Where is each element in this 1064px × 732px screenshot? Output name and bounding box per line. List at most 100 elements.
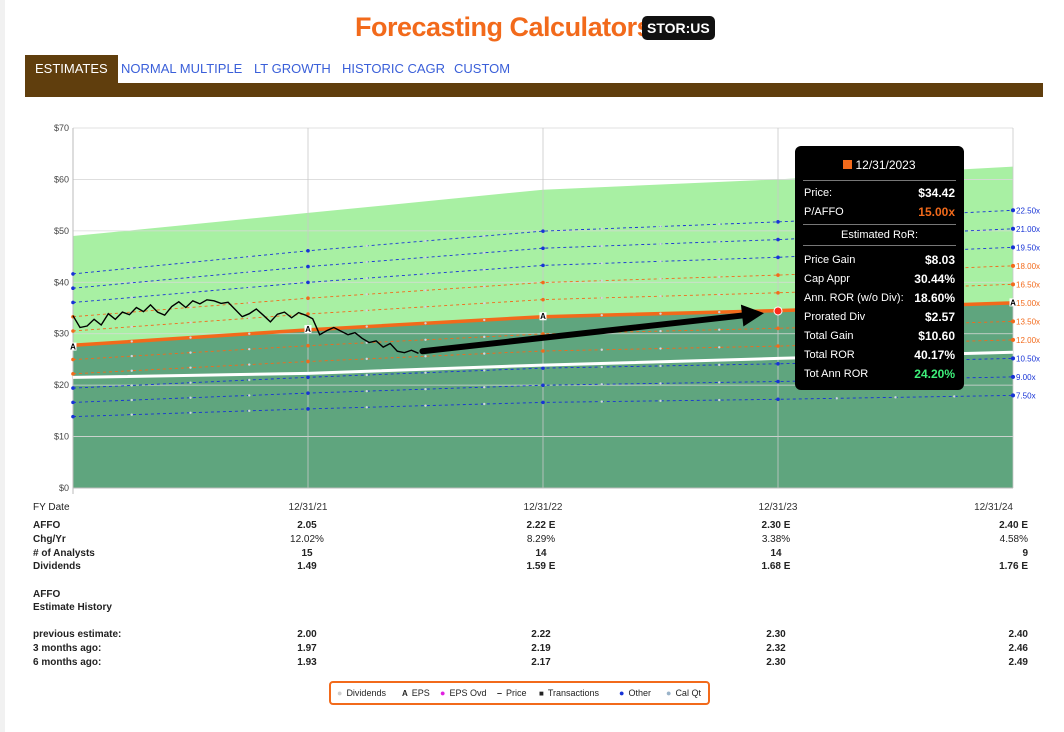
multiple-line-dot	[483, 318, 486, 322]
multiple-line-dot	[189, 276, 192, 279]
table-cell: 2.22	[531, 629, 551, 640]
multiple-line-dot	[776, 326, 780, 331]
multiple-line-end-dot	[1011, 263, 1015, 268]
header: Forecasting Calculators STOR:US	[0, 8, 1064, 44]
multiple-line-dot	[248, 347, 251, 351]
multiple-line-dot	[130, 325, 133, 328]
multiple-line-dot	[424, 322, 427, 325]
multiple-line-dot	[306, 264, 310, 269]
table-cell: 2.40 E	[999, 520, 1028, 531]
tab-estimates[interactable]: ESTIMATES	[25, 55, 118, 83]
tab-custom[interactable]: CUSTOM	[454, 61, 511, 76]
multiple-line-dot	[600, 227, 603, 230]
multiple-line-dot	[718, 222, 721, 226]
multiple-line-dot	[130, 398, 133, 402]
multiple-line-dot	[424, 239, 427, 243]
multiple-line-dot	[189, 396, 192, 399]
multiple-line-dot	[600, 244, 603, 248]
multiple-line-dot	[189, 366, 192, 369]
multiple-line-dot	[130, 266, 133, 270]
multiple-label: 10.50x	[1016, 354, 1040, 363]
table-cell: 15	[301, 548, 313, 559]
highlight-point	[773, 306, 783, 316]
multiple-line-dot	[600, 383, 603, 386]
x-tick-label: 12/31/24	[974, 502, 1013, 510]
multiple-line-19.5	[72, 246, 1014, 303]
multiple-label: 13.50x	[1016, 317, 1040, 326]
row-label: Dividends	[33, 561, 81, 572]
y-tick-label: $10	[54, 432, 69, 442]
tooltip-row: Prorated Div $2.57	[804, 310, 955, 324]
tooltip-row: Tot Ann ROR 24.20%	[804, 367, 955, 381]
trend-arrow-shaft	[419, 311, 758, 355]
legend-item-transactions[interactable]: ■ Transactions	[539, 688, 600, 698]
multiple-line-dot	[600, 400, 603, 403]
legend-item-price[interactable]: – Price	[497, 688, 527, 698]
multiple-line-dot	[306, 391, 310, 395]
multiple-line-dot	[306, 375, 310, 380]
multiple-line-dot	[541, 246, 545, 251]
table-cell: 1.49	[297, 561, 317, 572]
multiple-line-dot	[894, 396, 897, 399]
y-tick-label: $70	[54, 123, 69, 133]
legend-item-dividends[interactable]: ● Dividends	[337, 688, 386, 698]
table-cell: 2.40	[1008, 629, 1028, 640]
multiple-line-dot	[424, 355, 427, 358]
multiple-line-dot	[189, 306, 192, 309]
dot-icon: ●	[337, 688, 343, 698]
multiple-line-dot	[71, 386, 75, 390]
multiple-line-dot	[659, 347, 662, 350]
multiple-line-dot	[541, 383, 545, 388]
multiple-label: 12.00x	[1016, 336, 1040, 345]
tooltip-row: Total Gain $10.60	[804, 329, 955, 343]
eps-marker-bg	[304, 325, 312, 334]
tooltip-price-row: Price: $34.42	[804, 186, 955, 200]
tab-normal-multiple[interactable]: NORMAL MULTIPLE	[121, 61, 243, 76]
y-tick-label: $0	[59, 483, 69, 493]
multiple-line-dot	[71, 286, 75, 290]
multiple-line-dot	[365, 260, 368, 264]
tab-historic-cagr[interactable]: HISTORIC CAGR	[342, 61, 446, 76]
tooltip-row: Total ROR 40.17%	[804, 348, 955, 362]
square-icon: ■	[539, 689, 544, 698]
row-label: Chg/Yr	[33, 534, 66, 545]
multiple-line-dot	[776, 379, 780, 384]
multiple-line-dot	[71, 272, 75, 276]
row-label: previous estimate:	[33, 629, 122, 640]
tooltip-divider	[803, 245, 956, 246]
multiple-line-dot	[365, 244, 368, 248]
multiple-line-dot	[365, 309, 368, 312]
legend-item-eps-ovd[interactable]: ● EPS Ovd	[440, 688, 487, 698]
multiple-line-dot	[424, 256, 427, 259]
multiple-line-dot	[306, 312, 310, 316]
multiple-line-dot	[659, 242, 662, 246]
multiple-line-dot	[600, 348, 603, 351]
eps-marker: A	[305, 325, 311, 334]
multiple-line-dot	[541, 349, 545, 353]
multiple-line-dot	[130, 340, 133, 343]
multiple-line-dot	[365, 276, 368, 280]
tooltip-divider	[803, 180, 956, 181]
legend-item-other[interactable]: ● Other	[619, 688, 651, 698]
multiple-line-dot	[776, 344, 780, 348]
multiple-line-dot	[483, 402, 486, 406]
multiple-line-dot	[483, 285, 486, 288]
table-cell: 14	[535, 548, 547, 559]
legend-item-eps[interactable]: A EPS	[402, 688, 430, 698]
tooltip-pa-value: 15.00x	[918, 205, 955, 219]
table-cell: 1.68 E	[761, 561, 791, 572]
multiple-line-dot	[541, 297, 545, 302]
y-tick-label: $40	[54, 277, 69, 287]
multiple-line-dot	[424, 371, 427, 374]
multiple-line-dot	[483, 251, 486, 255]
fy-date-label: FY Date	[33, 502, 70, 513]
tooltip-row: Price Gain $8.03	[804, 253, 955, 267]
multiple-line-dot	[424, 338, 427, 341]
table-cell: 1.76 E	[999, 561, 1028, 572]
tab-lt-growth[interactable]: LT GROWTH	[254, 61, 331, 76]
legend-item-cal-qt[interactable]: ● Cal Qt	[666, 688, 701, 698]
multiple-line-dot	[248, 270, 251, 274]
tab-underline-bar	[25, 83, 1043, 97]
eps-marker-bg	[69, 342, 77, 351]
tooltip-price-value: $34.42	[918, 186, 955, 200]
